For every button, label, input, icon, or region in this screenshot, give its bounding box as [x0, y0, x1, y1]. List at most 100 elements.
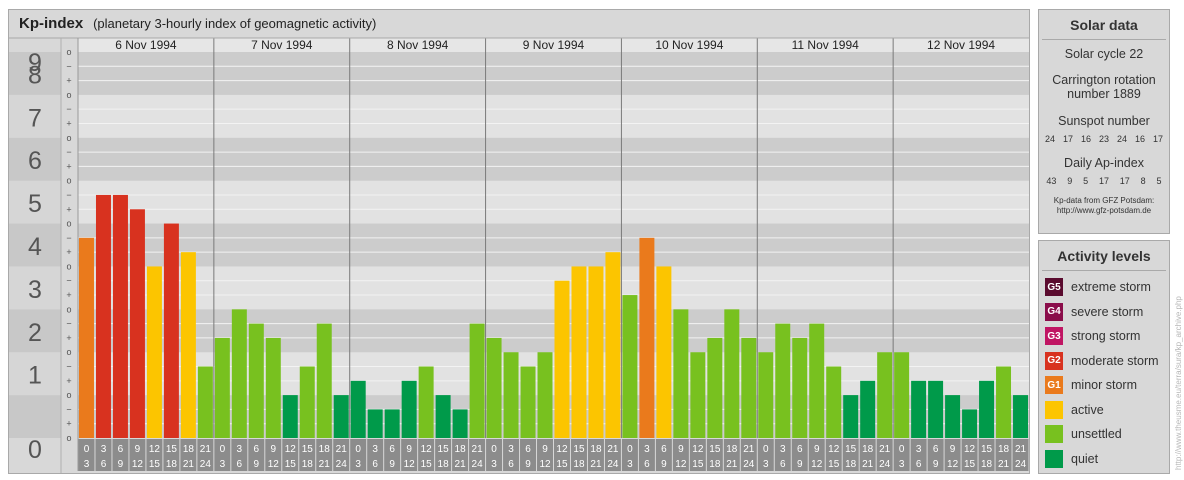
interval-label-start: 6	[118, 444, 124, 455]
interval-label-start: 0	[899, 444, 905, 455]
kp-bar	[571, 266, 587, 438]
kp-level-band	[9, 266, 1029, 310]
y-label-band	[9, 52, 61, 95]
ap-value: 8	[1140, 176, 1146, 186]
day-label: 12 Nov 1994	[927, 38, 995, 52]
interval-label-end: 6	[372, 459, 378, 470]
interval-label-end: 15	[692, 459, 704, 470]
sunspot-value: 24	[1116, 134, 1127, 144]
sunspot-values: 24 17 16 23 24 16 17	[1039, 134, 1169, 144]
interval-label-start: 18	[183, 444, 195, 455]
y-subtick-label: o	[66, 219, 71, 229]
kp-bar	[435, 395, 451, 438]
interval-cell	[672, 439, 689, 471]
interval-cell	[927, 439, 944, 471]
kp-bar	[180, 252, 196, 438]
y-subtick-label: o	[66, 176, 71, 186]
interval-cell	[520, 439, 537, 471]
interval-label-end: 15	[556, 459, 568, 470]
interval-label-start: 6	[525, 444, 531, 455]
interval-cell	[537, 439, 553, 471]
interval-cell	[78, 439, 95, 471]
kp-bar	[316, 323, 332, 438]
interval-label-end: 15	[964, 459, 976, 470]
interval-label-end: 6	[644, 459, 650, 470]
interval-label-end: 15	[285, 459, 297, 470]
kp-bar	[282, 395, 298, 438]
legend-item: G5 extreme storm	[1039, 275, 1169, 300]
interval-cell	[655, 439, 672, 471]
kp-bar	[401, 380, 417, 438]
day-header-band	[349, 38, 486, 52]
interval-cell	[706, 439, 723, 471]
kp-bar	[384, 409, 400, 438]
legend-label: extreme storm	[1071, 280, 1151, 295]
y-label-band	[9, 223, 61, 267]
interval-label-end: 12	[268, 459, 280, 470]
kp-level-band	[9, 94, 1029, 138]
kp-bar	[605, 252, 621, 438]
interval-label-start: 9	[542, 444, 548, 455]
interval-cell	[146, 439, 163, 471]
interval-label-end: 3	[491, 459, 497, 470]
kp-level-band	[9, 352, 1029, 396]
interval-cell	[876, 439, 893, 471]
kp-bar	[656, 266, 672, 438]
interval-label-end: 18	[573, 459, 585, 470]
kp-bar	[163, 223, 179, 438]
interval-cell	[401, 439, 418, 471]
kp-bar	[741, 337, 757, 438]
day-label: 11 Nov 1994	[792, 38, 859, 52]
day-label: 8 Nov 1994	[387, 38, 449, 52]
interval-label-end: 9	[389, 459, 395, 470]
interval-label-start: 21	[743, 444, 755, 455]
interval-cell	[180, 439, 197, 471]
sunspot-value: 23	[1098, 134, 1109, 144]
day-header-band	[213, 38, 350, 52]
interval-label-end: 12	[132, 459, 144, 470]
interval-label-end: 21	[319, 459, 331, 470]
interval-cell	[638, 439, 655, 471]
interval-label-end: 24	[879, 459, 891, 470]
interval-cell	[452, 439, 469, 471]
kp-bar	[758, 352, 774, 438]
interval-label-start: 15	[845, 444, 857, 455]
y-subtick-label: o	[66, 133, 71, 143]
interval-label-start: 18	[726, 444, 738, 455]
interval-label-start: 12	[421, 444, 433, 455]
kp-level-band	[9, 52, 1029, 95]
interval-label-start: 0	[355, 444, 361, 455]
kp-bar	[299, 366, 315, 438]
kp-chart-panel: 0 1 2 3 4 5 6 7 8 9 o + − o + − o + − o + − o + − o + − o + − o + − o + − o 6 …	[8, 9, 1030, 474]
kp-bar	[112, 194, 128, 438]
kp-bar	[486, 337, 502, 438]
interval-label-end: 6	[101, 459, 107, 470]
y-subtick-label: −	[66, 147, 71, 157]
interval-cell	[859, 439, 876, 471]
interval-cell	[214, 439, 231, 471]
interval-label-end: 3	[220, 459, 226, 470]
interval-label-end: 3	[899, 459, 905, 470]
y-subtick-label: +	[66, 76, 71, 86]
chart-title-main: Kp-index	[19, 15, 84, 32]
interval-cell	[231, 439, 248, 471]
interval-label-start: 6	[933, 444, 939, 455]
interval-label-end: 9	[661, 459, 667, 470]
interval-cell	[791, 439, 808, 471]
interval-cell	[384, 439, 401, 471]
ap-value: 43	[1046, 176, 1057, 186]
activity-legend: G5 extreme storm G4 severe storm G3 strong st…	[1039, 275, 1169, 471]
interval-label-end: 3	[627, 459, 633, 470]
legend-swatch	[1045, 400, 1063, 419]
kp-bar	[537, 352, 553, 438]
y-subtick-label: +	[66, 161, 71, 171]
y-tick-label: 0	[28, 436, 42, 464]
y-subtick-label: +	[66, 290, 71, 300]
kp-bar	[809, 323, 825, 438]
interval-label-end: 18	[166, 459, 178, 470]
interval-label-end: 3	[763, 459, 769, 470]
kp-bar	[214, 337, 230, 438]
kp-bar	[95, 194, 111, 438]
kp-bar	[333, 395, 349, 438]
legend-item: G4 severe storm	[1039, 300, 1169, 325]
